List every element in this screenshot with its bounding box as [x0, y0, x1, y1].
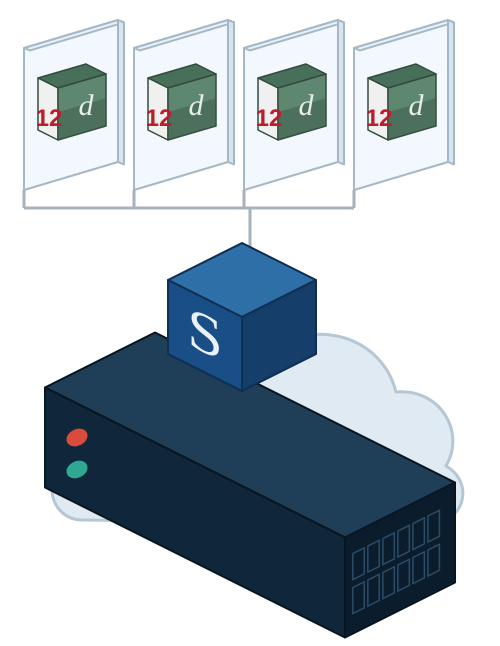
twelve-d-box: 12 d: [366, 64, 436, 140]
client-panel: 12 d: [354, 20, 454, 190]
box-letter-label: d: [299, 89, 315, 122]
architecture-diagram: 12 d 12 d 12 d 12 d S: [0, 0, 500, 646]
cloud-server-group: S: [45, 243, 463, 638]
box-number-label: 12: [146, 105, 173, 132]
client-panel: 12 d: [244, 20, 344, 190]
twelve-d-box: 12 d: [256, 64, 326, 140]
box-number-label: 12: [366, 105, 393, 132]
client-panels-group: 12 d 12 d 12 d 12 d: [24, 20, 454, 190]
client-panel: 12 d: [24, 20, 124, 190]
box-number-label: 12: [36, 105, 63, 132]
twelve-d-box: 12 d: [146, 64, 216, 140]
twelve-d-box: 12 d: [36, 64, 106, 140]
box-letter-label: d: [189, 89, 205, 122]
client-panel: 12 d: [134, 20, 234, 190]
box-number-label: 12: [256, 105, 283, 132]
box-letter-label: d: [79, 89, 95, 122]
box-letter-label: d: [409, 89, 425, 122]
